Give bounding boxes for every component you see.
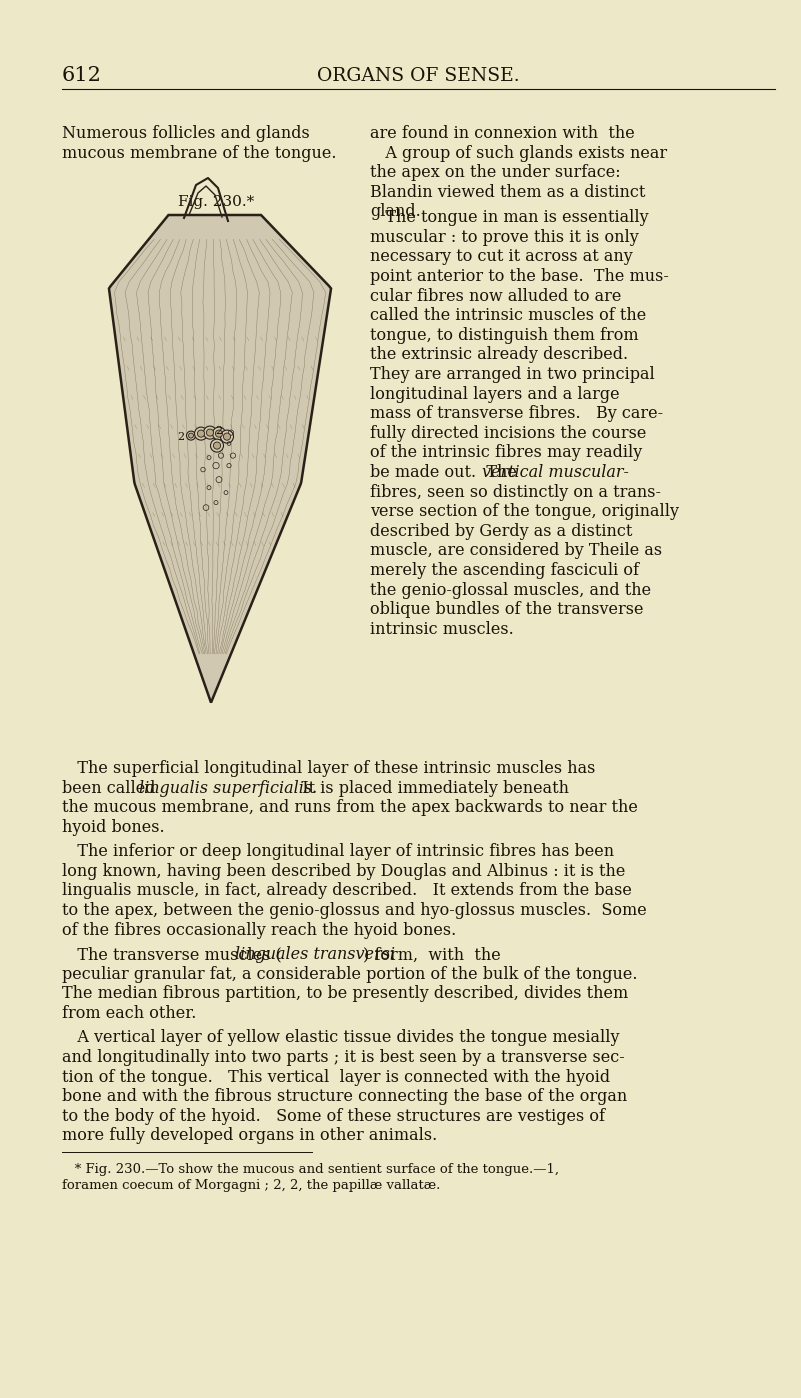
Text: called the intrinsic muscles of the: called the intrinsic muscles of the	[370, 308, 646, 324]
Text: ORGANS OF SENSE.: ORGANS OF SENSE.	[317, 67, 520, 85]
Text: merely the ascending fasciculi of: merely the ascending fasciculi of	[370, 562, 639, 579]
Text: of the fibres occasionally reach the hyoid bones.: of the fibres occasionally reach the hyo…	[62, 921, 457, 938]
Circle shape	[203, 426, 216, 439]
Text: gland.: gland.	[370, 203, 421, 221]
Text: A vertical layer of yellow elastic tissue divides the tongue mesially: A vertical layer of yellow elastic tissu…	[62, 1029, 619, 1047]
Text: linguales transversi: linguales transversi	[235, 946, 395, 963]
Text: The inferior or deep longitudinal layer of intrinsic fibres has been: The inferior or deep longitudinal layer …	[62, 843, 614, 860]
Text: been called: been called	[62, 780, 161, 797]
Text: to the body of the hyoid.   Some of these structures are vestiges of: to the body of the hyoid. Some of these …	[62, 1107, 605, 1125]
Polygon shape	[109, 215, 331, 703]
Text: the apex on the under surface:: the apex on the under surface:	[370, 164, 621, 182]
Circle shape	[215, 431, 223, 438]
Text: hyoid bones.: hyoid bones.	[62, 819, 165, 836]
Text: necessary to cut it across at any: necessary to cut it across at any	[370, 249, 633, 266]
Circle shape	[212, 428, 226, 440]
Text: the genio-glossal muscles, and the: the genio-glossal muscles, and the	[370, 582, 651, 598]
Text: muscle, are considered by Theile as: muscle, are considered by Theile as	[370, 542, 662, 559]
Text: 612: 612	[62, 66, 102, 85]
Text: from each other.: from each other.	[62, 1005, 196, 1022]
Text: The median fibrous partition, to be presently described, divides them: The median fibrous partition, to be pres…	[62, 986, 628, 1002]
Text: to the apex, between the genio-glossus and hyo-glossus muscles.  Some: to the apex, between the genio-glossus a…	[62, 902, 646, 918]
Text: mass of transverse fibres.   By care-: mass of transverse fibres. By care-	[370, 405, 663, 422]
Circle shape	[220, 431, 234, 443]
Text: cular fibres now alluded to are: cular fibres now alluded to are	[370, 288, 622, 305]
Text: Blandin viewed them as a distinct: Blandin viewed them as a distinct	[370, 183, 646, 201]
Text: Fig. 230.*: Fig. 230.*	[178, 194, 254, 208]
Text: bone and with the fibrous structure connecting the base of the organ: bone and with the fibrous structure conn…	[62, 1088, 627, 1106]
Text: fully directed incisions the course: fully directed incisions the course	[370, 425, 646, 442]
Text: It is placed immediately beneath: It is placed immediately beneath	[292, 780, 570, 797]
Text: be made out.  The: be made out. The	[370, 464, 522, 481]
Text: The transverse muscles (: The transverse muscles (	[62, 946, 282, 963]
Circle shape	[207, 429, 214, 436]
Text: * Fig. 230.—To show the mucous and sentient surface of the tongue.—1,: * Fig. 230.—To show the mucous and senti…	[62, 1163, 559, 1176]
Circle shape	[211, 439, 223, 452]
Text: and longitudinally into two parts ; it is best seen by a transverse sec-: and longitudinally into two parts ; it i…	[62, 1048, 625, 1067]
Text: are found in connexion with  the: are found in connexion with the	[370, 124, 634, 143]
Text: lingualis muscle, in fact, already described.   It extends from the base: lingualis muscle, in fact, already descr…	[62, 882, 632, 899]
Text: long known, having been described by Douglas and Albinus : it is the: long known, having been described by Dou…	[62, 863, 626, 879]
Text: the extrinsic already described.: the extrinsic already described.	[370, 347, 628, 363]
Text: lingualis superficialis.: lingualis superficialis.	[139, 780, 317, 797]
Text: more fully developed organs in other animals.: more fully developed organs in other ani…	[62, 1128, 437, 1145]
Text: of the intrinsic fibres may readily: of the intrinsic fibres may readily	[370, 445, 642, 461]
Text: described by Gerdy as a distinct: described by Gerdy as a distinct	[370, 523, 632, 540]
Text: A group of such glands exists near: A group of such glands exists near	[370, 144, 667, 162]
Text: tongue, to distinguish them from: tongue, to distinguish them from	[370, 327, 638, 344]
Text: The tongue in man is essentially: The tongue in man is essentially	[370, 210, 649, 226]
Text: Numerous follicles and glands: Numerous follicles and glands	[62, 124, 310, 143]
Circle shape	[213, 442, 220, 449]
Text: They are arranged in two principal: They are arranged in two principal	[370, 366, 654, 383]
Text: vertical muscular-: vertical muscular-	[481, 464, 629, 481]
Text: point anterior to the base.  The mus-: point anterior to the base. The mus-	[370, 268, 669, 285]
Text: foramen coecum of Morgagni ; 2, 2, the papillæ vallatæ.: foramen coecum of Morgagni ; 2, 2, the p…	[62, 1180, 441, 1192]
Circle shape	[197, 431, 204, 438]
Text: mucous membrane of the tongue.: mucous membrane of the tongue.	[62, 144, 336, 162]
Circle shape	[195, 428, 207, 440]
Text: muscular : to prove this it is only: muscular : to prove this it is only	[370, 229, 638, 246]
Circle shape	[187, 431, 195, 440]
Text: 2: 2	[215, 425, 223, 436]
Text: oblique bundles of the transverse: oblique bundles of the transverse	[370, 601, 643, 618]
Text: fibres, seen so distinctly on a trans-: fibres, seen so distinctly on a trans-	[370, 484, 661, 500]
Text: ) form,  with  the: ) form, with the	[363, 946, 501, 963]
Circle shape	[223, 433, 231, 440]
Text: intrinsic muscles.: intrinsic muscles.	[370, 621, 513, 637]
Text: 2: 2	[178, 432, 184, 442]
Text: tion of the tongue.   This vertical  layer is connected with the hyoid: tion of the tongue. This vertical layer …	[62, 1068, 610, 1086]
Text: The superficial longitudinal layer of these intrinsic muscles has: The superficial longitudinal layer of th…	[62, 761, 595, 777]
Text: the mucous membrane, and runs from the apex backwards to near the: the mucous membrane, and runs from the a…	[62, 800, 638, 816]
Circle shape	[188, 433, 194, 438]
Text: peculiar granular fat, a considerable portion of the bulk of the tongue.: peculiar granular fat, a considerable po…	[62, 966, 638, 983]
Text: verse section of the tongue, originally: verse section of the tongue, originally	[370, 503, 679, 520]
Text: longitudinal layers and a large: longitudinal layers and a large	[370, 386, 620, 403]
